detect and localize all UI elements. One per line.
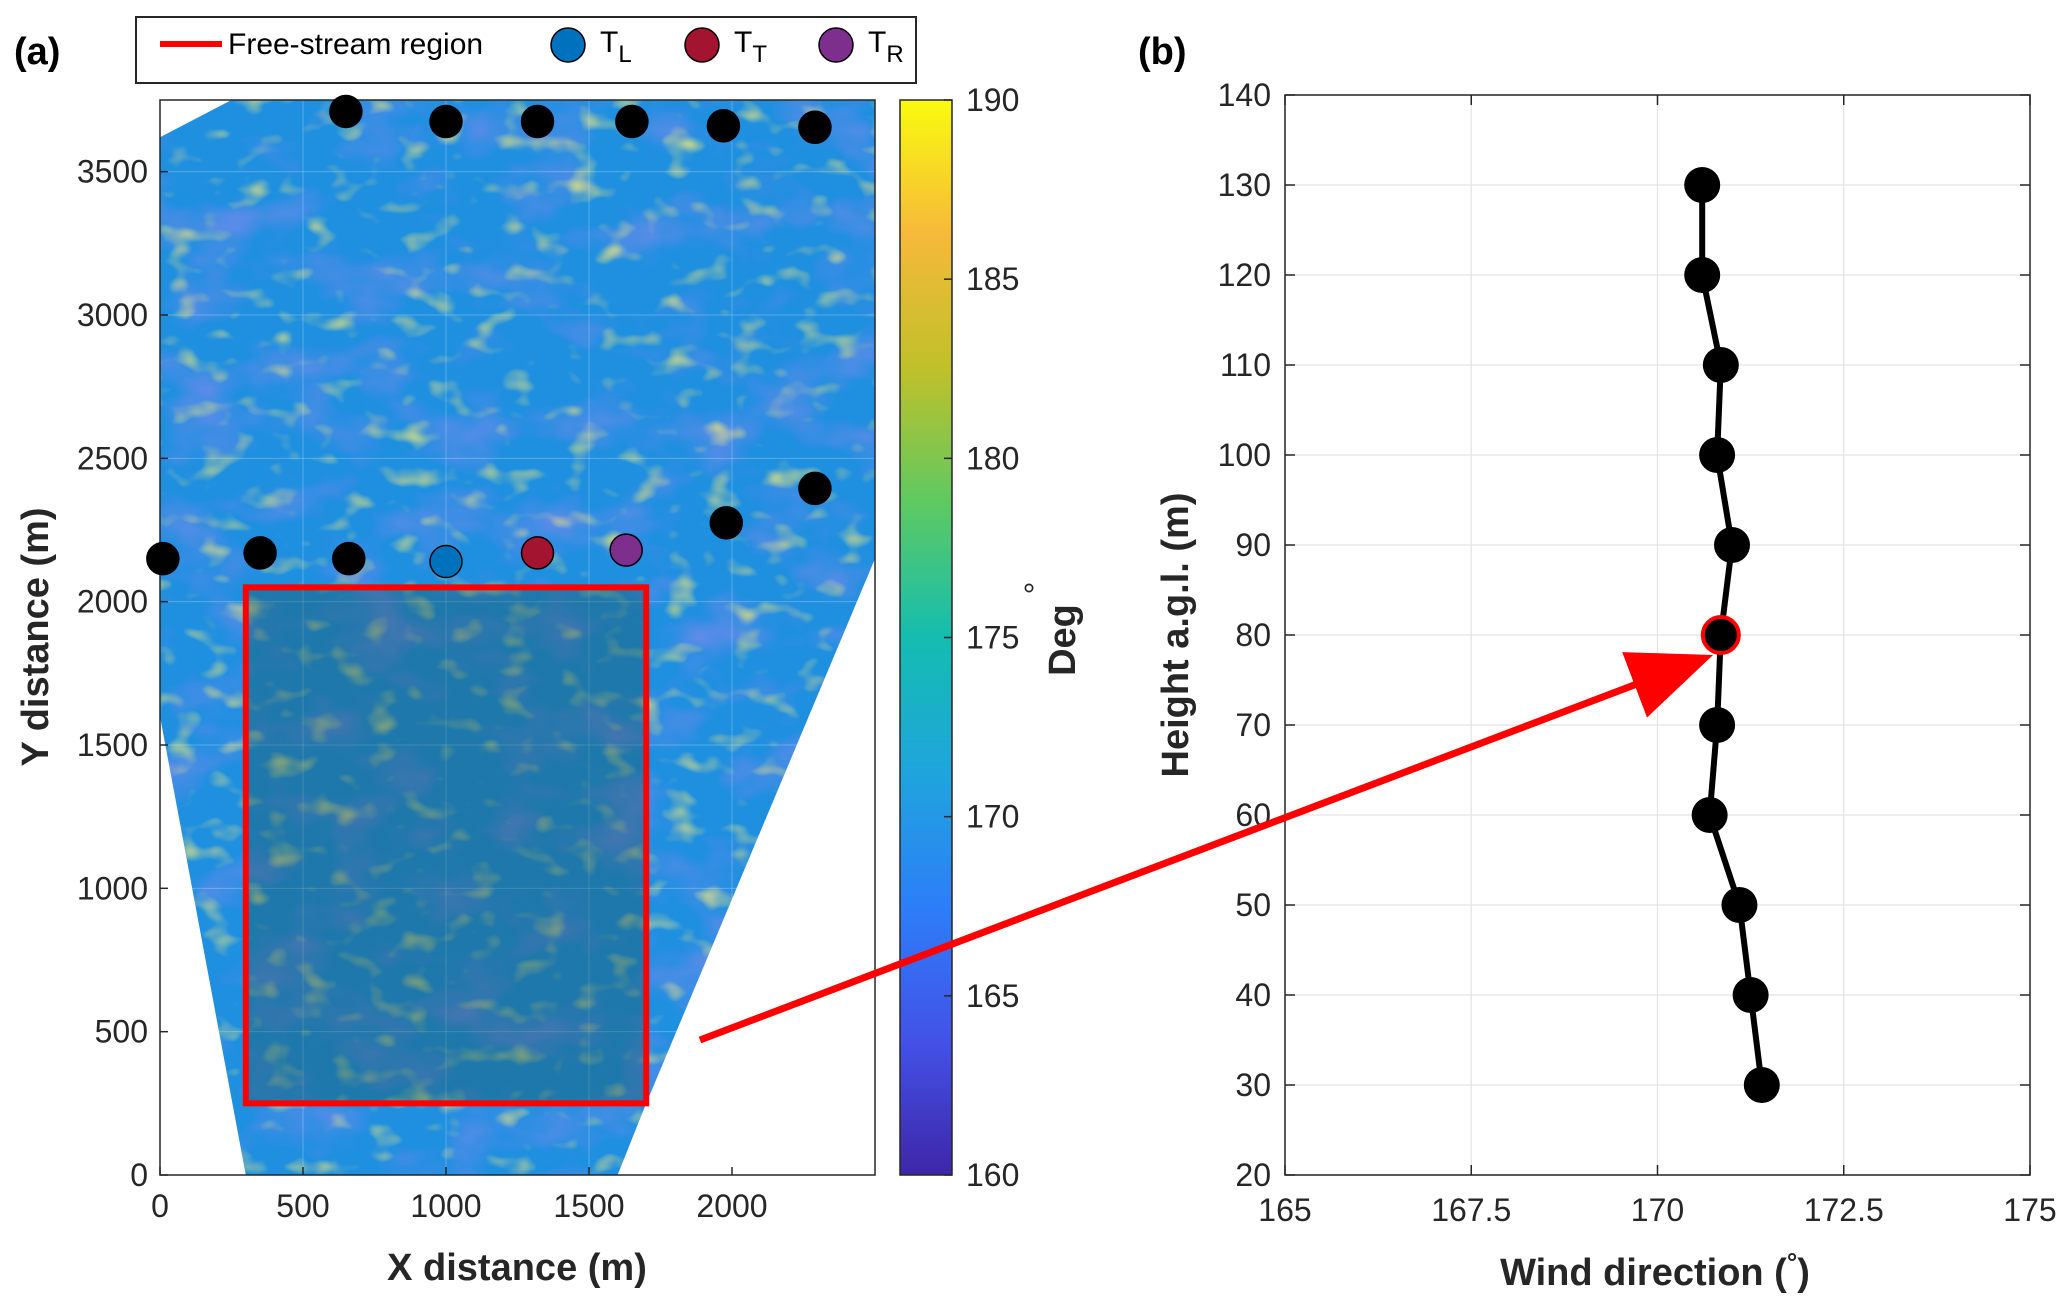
- panel-b: (b) 165 167.5 170 172.5 175 2030405060708090…: [1138, 31, 2057, 1294]
- svg-text:Deg: Deg: [1042, 604, 1084, 676]
- connector-arrow: [698, 652, 1714, 1044]
- legend-marker-TL: [550, 27, 586, 63]
- panel-b-label: (b): [1138, 31, 1187, 73]
- turbine-marker: [243, 536, 277, 570]
- colorbar-tick-label: 190: [966, 82, 1019, 118]
- colorbar-tick-label: 175: [966, 620, 1019, 656]
- data-point: [1699, 437, 1736, 473]
- panel-b-y-tick-label: 100: [1218, 437, 1271, 473]
- panel-a-x-tick-label: 2000: [696, 1188, 767, 1224]
- colorbar-label-degree: °: [1018, 582, 1054, 595]
- panel-a-y-tick-label: 3000: [77, 297, 148, 333]
- panel-a-x-tick-label: 1000: [410, 1188, 481, 1224]
- panel-a-ylabel: Y distance (m): [15, 507, 57, 766]
- turbine-markers: [146, 94, 832, 579]
- wind-direction-series: [1684, 167, 1780, 1103]
- data-point: [1691, 797, 1728, 833]
- colorbar-ticks: 160 165 170 175 180 185 190: [944, 82, 1019, 1193]
- panel-b-y-tick-label: 40: [1235, 977, 1271, 1013]
- turbine-marker: [146, 541, 180, 576]
- legend: Free-stream region TL TT TR: [135, 16, 917, 84]
- colorbar-tick-label: 170: [966, 799, 1019, 835]
- panel-a-x-tick-label: 500: [276, 1188, 329, 1224]
- panel-a-y-ticks: 0 500 1000 1500 2000 2500 3000 3500: [77, 154, 168, 1193]
- panel-b-x-ticks: 165 167.5 170 172.5 175: [1258, 95, 2057, 1228]
- turbine-marker: [329, 94, 363, 129]
- turbine-marker: [798, 471, 832, 506]
- panel-b-ylabel: Height a.g.l. (m): [1155, 493, 1197, 778]
- panel-a-x-ticks: 0 500 1000 1500 2000: [151, 1167, 768, 1224]
- legend-line-label: Free-stream region: [228, 28, 483, 61]
- panel-a-label: (a): [14, 31, 60, 73]
- panel-a-xlabel: X distance (m): [387, 1247, 647, 1289]
- panel-b-y-tick-label: 30: [1235, 1067, 1271, 1103]
- data-point: [1721, 887, 1758, 923]
- colorbar: 160 165 170 175 180 185 190 Deg °: [899, 82, 1084, 1193]
- data-point: [1699, 707, 1736, 743]
- colorbar-tick-label: 185: [966, 261, 1019, 297]
- panel-b-y-tick-label: 80: [1235, 617, 1271, 653]
- panel-a-y-tick-label: 0: [130, 1157, 148, 1193]
- turbine-marker: [706, 109, 741, 143]
- turbine-marker: [332, 541, 366, 576]
- panel-b-y-tick-label: 50: [1235, 887, 1271, 923]
- panel-b-x-tick-label: 165: [1258, 1192, 1311, 1228]
- turbine-marker: [520, 104, 555, 139]
- data-point: [1684, 167, 1721, 203]
- panel-a-y-tick-label: 3500: [77, 154, 148, 190]
- panel-b-x-tick-label: 172.5: [1804, 1192, 1884, 1228]
- panel-a-x-tick-label: 0: [151, 1188, 169, 1224]
- panel-b-x-tick-label: 170: [1631, 1192, 1684, 1228]
- data-point: [1702, 617, 1739, 653]
- panel-b-x-tick-label: 167.5: [1431, 1192, 1511, 1228]
- panel-b-y-tick-label: 130: [1218, 167, 1271, 203]
- data-point: [1684, 257, 1721, 293]
- data-point: [1714, 527, 1750, 563]
- panel-a-x-tick-label: 1500: [553, 1188, 624, 1224]
- panel-a-y-tick-label: 2500: [77, 440, 148, 476]
- colorbar-tick-label: 165: [966, 978, 1019, 1014]
- heatmap-grid: [160, 100, 875, 1175]
- panel-b-y-tick-label: 90: [1235, 527, 1271, 563]
- data-point: [1732, 977, 1769, 1013]
- panel-a: (a) 0 500 1000 1500 2000 0 500 1000 1500 2000 250…: [14, 31, 1084, 1289]
- panel-a-y-tick-label: 500: [95, 1014, 148, 1050]
- panel-b-x-tick-label: 175: [2003, 1192, 2056, 1228]
- panel-b-y-tick-label: 120: [1218, 257, 1271, 293]
- turbine-TT: [520, 536, 555, 570]
- colorbar-tick-label: 160: [966, 1157, 1019, 1193]
- heatmap-area: [160, 100, 875, 1175]
- heatmap-axes-box: [159, 99, 876, 1176]
- legend-marker-TR: [818, 27, 854, 63]
- legend-marker-TT: [684, 27, 720, 63]
- colorbar-label: Deg °: [1018, 582, 1084, 676]
- panel-b-xlabel: Wind direction (°): [1500, 1247, 1810, 1294]
- panel-b-y-tick-label: 20: [1235, 1157, 1271, 1193]
- data-point: [1702, 347, 1739, 383]
- highlight-point-ring: [1700, 615, 1741, 655]
- turbine-marker: [429, 104, 463, 139]
- panel-b-y-tick-label: 70: [1235, 707, 1271, 743]
- turbine-TR: [609, 533, 643, 567]
- panel-b-y-tick-label: 110: [1220, 347, 1271, 383]
- panel-a-y-tick-label: 1500: [77, 727, 148, 763]
- data-point: [1743, 1067, 1780, 1103]
- colorbar-tick-label: 180: [966, 440, 1019, 476]
- free-stream-region-shade: [245, 587, 647, 1104]
- turbine-marker: [709, 506, 744, 540]
- panel-a-y-tick-label: 2000: [77, 584, 148, 620]
- legend-box: [135, 16, 917, 84]
- panel-a-y-tick-label: 1000: [77, 870, 148, 906]
- free-stream-region-box: [242, 584, 650, 1107]
- turbine-marker: [615, 104, 649, 139]
- turbine-TL: [429, 544, 463, 579]
- turbine-marker: [798, 110, 832, 144]
- panel-b-y-tick-label: 140: [1218, 77, 1271, 113]
